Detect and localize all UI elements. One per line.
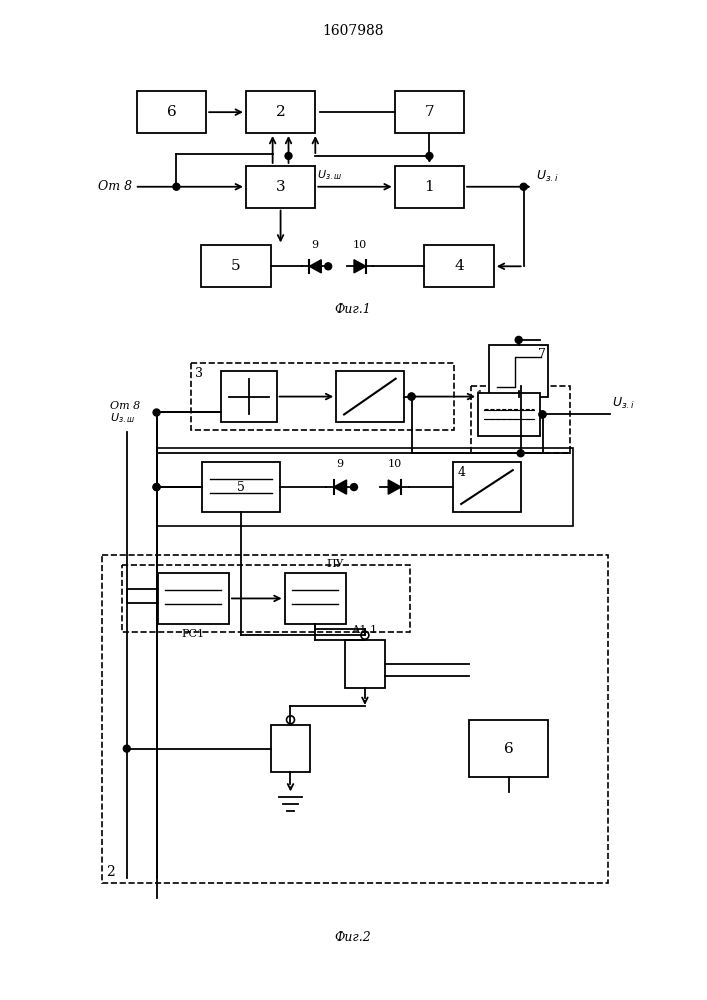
Circle shape [539,411,546,418]
Circle shape [518,450,524,457]
Bar [136,91,206,133]
Circle shape [520,183,527,190]
Bar [158,573,229,624]
Bar [284,573,346,624]
Bar [478,393,539,436]
Bar [395,91,464,133]
Text: От 8: От 8 [110,401,140,411]
Circle shape [408,393,415,400]
Text: 2: 2 [276,105,286,119]
Polygon shape [310,260,321,273]
Circle shape [123,745,130,752]
Bar [271,725,310,772]
Bar [424,245,494,287]
Text: 9: 9 [337,459,344,469]
Text: А1.1: А1.1 [352,625,378,635]
Polygon shape [354,260,366,273]
Text: 6: 6 [504,742,514,756]
Bar [345,640,385,688]
Bar [453,462,520,512]
Text: 10: 10 [387,459,402,469]
Bar [102,555,608,883]
Bar [471,386,571,453]
Text: 3: 3 [195,367,203,380]
Text: 4: 4 [455,259,464,273]
Bar [122,565,409,632]
Circle shape [539,411,546,418]
Circle shape [285,152,292,159]
Text: 3: 3 [276,180,286,194]
Bar [202,462,279,512]
Bar [246,166,315,208]
Text: Фиг.1: Фиг.1 [334,303,371,316]
Circle shape [153,409,160,416]
Circle shape [153,484,160,491]
Text: 1: 1 [475,390,483,403]
Circle shape [153,484,160,491]
Bar [221,371,276,422]
Text: $U_{з.i}$: $U_{з.i}$ [536,169,559,184]
Text: 5: 5 [237,481,245,494]
Circle shape [351,484,358,491]
Text: 6: 6 [167,105,176,119]
Text: 1: 1 [424,180,434,194]
Polygon shape [334,480,346,494]
Text: $U_{з.i}$: $U_{з.i}$ [612,396,635,411]
Circle shape [426,152,433,159]
Circle shape [325,263,332,270]
Bar [201,245,271,287]
Bar [336,371,404,422]
Bar [395,166,464,208]
Text: 5: 5 [231,259,241,273]
Text: $U_{з.ш}$: $U_{з.ш}$ [317,168,342,182]
Bar [489,345,549,397]
Bar [469,720,549,777]
Bar [246,91,315,133]
Text: Фиг.2: Фиг.2 [334,931,371,944]
Text: 7: 7 [425,105,434,119]
Text: 2: 2 [106,865,115,879]
Text: РС1: РС1 [182,629,205,639]
Text: 10: 10 [353,240,367,250]
Bar [192,363,454,430]
Circle shape [173,183,180,190]
Circle shape [408,393,415,400]
Text: От 8: От 8 [98,180,132,193]
Text: 4: 4 [457,466,465,479]
Text: 9: 9 [312,240,319,250]
Text: $U_{з.ш}$: $U_{з.ш}$ [110,412,135,425]
Text: ПУ: ПУ [327,559,344,569]
Circle shape [515,336,522,343]
Polygon shape [388,480,401,494]
Text: 1607988: 1607988 [322,24,384,38]
Text: 7: 7 [537,348,546,361]
Bar [156,448,573,526]
